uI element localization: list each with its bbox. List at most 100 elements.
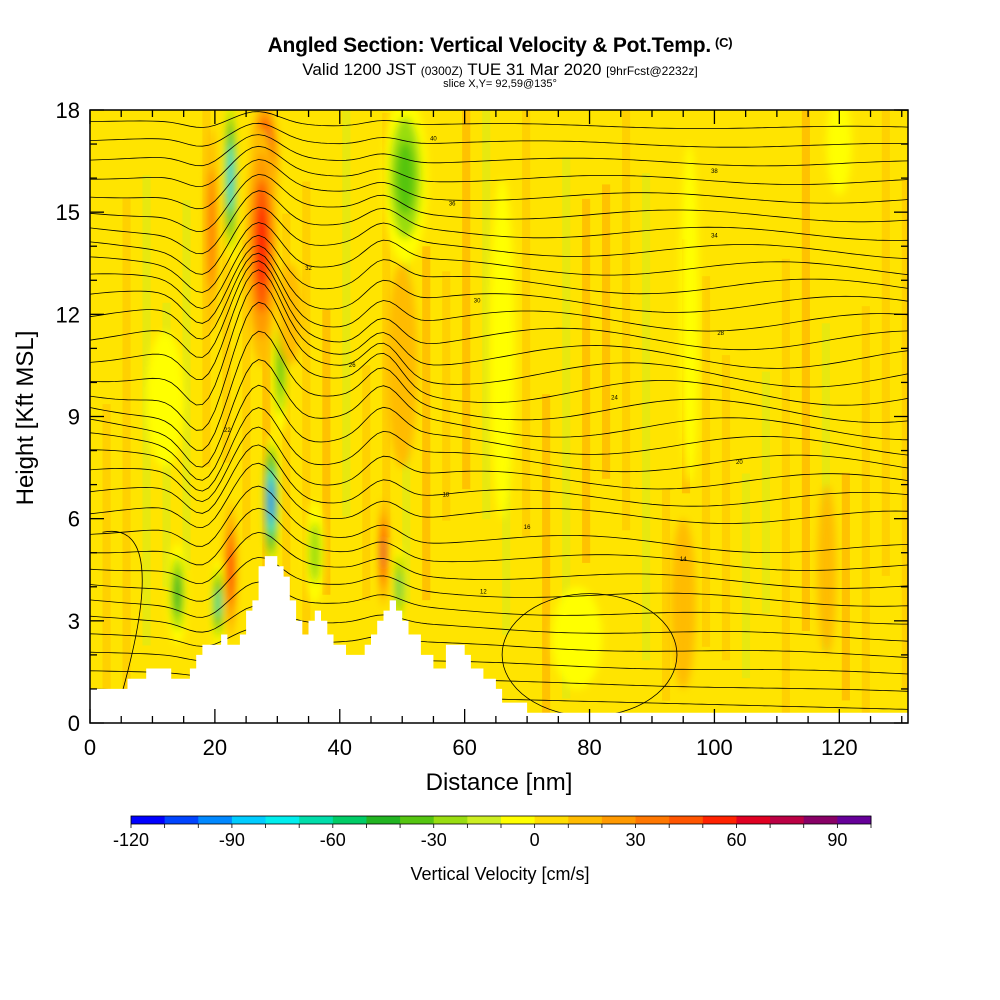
colorbar-swatch (770, 816, 805, 824)
colorbar-tick-label: -30 (421, 830, 447, 850)
velocity-streak (222, 193, 231, 463)
valid-prefix: Valid 1200 JST (302, 60, 417, 79)
isentrope-line (90, 507, 908, 571)
velocity-streak (582, 198, 591, 563)
isentrope-label: 26 (349, 363, 356, 369)
colorbar-swatch (601, 816, 637, 824)
y-tick-label: 18 (56, 98, 80, 123)
downdraft-cell (826, 110, 852, 196)
isentrope-line (90, 190, 908, 255)
slice-info: slice X,Y= 92,59@135° (443, 78, 557, 90)
isentrope-label: 32 (305, 266, 312, 272)
y-tick-label: 3 (68, 609, 80, 634)
colorbar-title: Vertical Velocity [cm/s] (410, 864, 589, 884)
downdraft-cell (680, 144, 699, 485)
downdraft-cell (309, 522, 321, 584)
velocity-streak (202, 110, 211, 468)
velocity-streak (622, 110, 631, 531)
colorbar-swatch (702, 816, 737, 824)
velocity-streak (362, 365, 371, 601)
updraft-cell (228, 547, 233, 593)
velocity-streak (781, 258, 790, 721)
isentrope-line (90, 426, 908, 503)
isentrope-line (90, 281, 908, 406)
velocity-streak (841, 472, 850, 701)
downdraft-cell (552, 586, 603, 689)
updraft-cell (386, 263, 418, 468)
colorbar-swatch (332, 816, 367, 824)
isentrope-line (90, 330, 908, 451)
chart-title: Angled Section: Vertical Velocity & Pot.… (0, 34, 1000, 58)
colorbar-swatch (299, 816, 334, 824)
colorbar-swatch (231, 816, 267, 824)
colorbar-swatch (837, 816, 872, 824)
velocity-streak (701, 276, 711, 647)
downdraft-cell (146, 331, 184, 468)
velocity-streak (542, 394, 551, 722)
isentrope-label: 24 (611, 395, 618, 401)
velocity-streak (302, 181, 311, 702)
x-tick-label: 60 (452, 735, 476, 760)
isentrope-line (90, 444, 908, 514)
isentrope-label: 30 (474, 298, 481, 304)
colorbar-swatch (568, 816, 603, 824)
isentrope-line (90, 234, 908, 309)
isentrope-line (90, 159, 908, 210)
isentrope-label: 40 (430, 137, 437, 143)
isentrope-line (90, 269, 908, 380)
velocity-streak (901, 179, 908, 691)
updraft-cell (208, 167, 216, 291)
x-tick-label: 100 (696, 735, 733, 760)
forecast-tag: [9hrFcst@2232z] (606, 64, 698, 78)
downdraft-cell (229, 158, 232, 198)
velocity-streak (721, 355, 731, 661)
velocity-streak (422, 246, 431, 601)
isentrope-line (90, 605, 908, 642)
colorbar-swatch (164, 816, 199, 824)
isentrope-loop (102, 530, 143, 696)
colorbar-swatch (501, 816, 536, 824)
colorbar-swatch (433, 816, 468, 824)
isentrope-line (90, 407, 908, 492)
downdraft-cell (489, 178, 515, 519)
velocity-streak (382, 112, 391, 538)
updraft-cell (256, 206, 267, 286)
isentrope-label: 20 (736, 460, 743, 466)
colorbar: -120 -90 -60 -30 0 30 60 90 (113, 815, 872, 850)
velocity-streak (462, 110, 471, 490)
velocity-streak (442, 271, 451, 521)
colorbar-swatch (265, 816, 300, 824)
colorbar-swatch (534, 816, 569, 824)
isentrope-line (90, 206, 908, 275)
isentrope-label: 22 (224, 428, 231, 434)
velocity-streak (741, 473, 751, 679)
velocity-streak (322, 310, 331, 595)
x-axis: 0 20 40 60 80 100 120 (84, 110, 903, 760)
isentrope-line (90, 173, 908, 232)
velocity-streak (182, 200, 191, 571)
velocity-streak (242, 239, 251, 540)
isentrope-line (90, 556, 908, 607)
y-tick-label: 0 (68, 711, 80, 736)
velocity-streak (661, 489, 671, 701)
y-tick-label: 12 (56, 302, 80, 327)
title-text: Angled Section: Vertical Velocity & Pot.… (267, 34, 712, 57)
isentrope-line (90, 384, 908, 481)
y-tick-label: 6 (68, 507, 80, 532)
isentrope-line (90, 260, 908, 358)
colorbar-tick-label: 60 (726, 830, 746, 850)
velocity-streak (881, 110, 890, 576)
isentrope-line (90, 252, 908, 340)
updraft-cell (382, 537, 385, 568)
isentrope-label: 18 (443, 493, 450, 499)
x-tick-label: 40 (328, 735, 352, 760)
velocity-streak (342, 110, 351, 517)
velocity-streak (861, 306, 870, 715)
updraft-cell (277, 263, 303, 366)
chart-subtitle: Valid 1200 JST (0300Z) TUE 31 Mar 2020 [… (0, 60, 1000, 80)
x-tick-label: 120 (821, 735, 858, 760)
isentrope-line (90, 581, 908, 625)
velocity-streak (522, 110, 531, 537)
y-tick-label: 15 (56, 200, 80, 225)
